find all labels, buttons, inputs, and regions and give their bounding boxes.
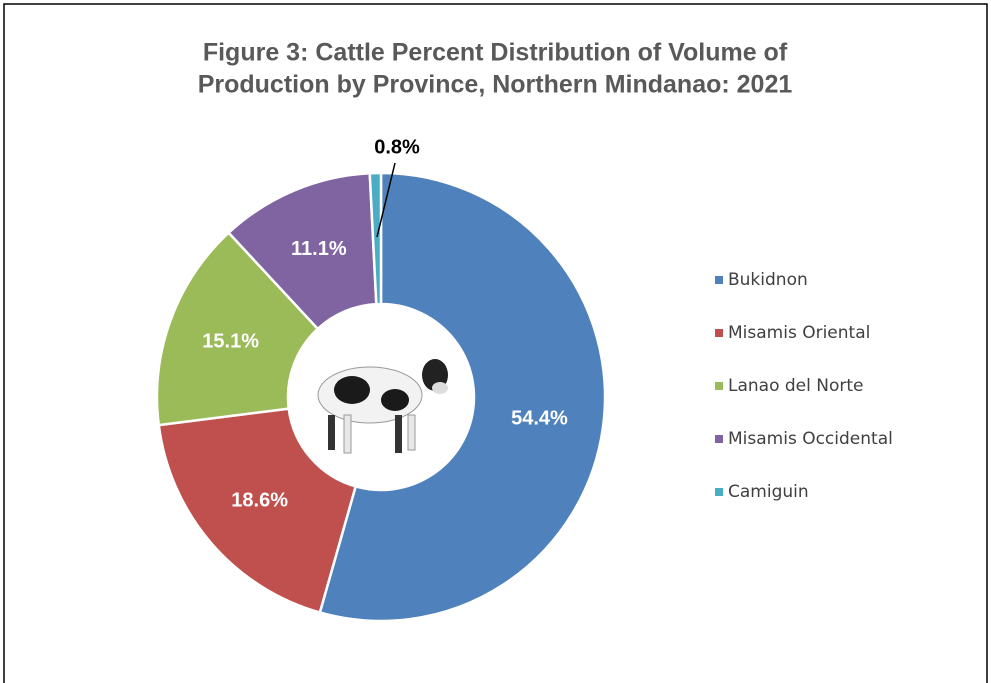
leader-line: [376, 162, 396, 238]
chart-title: Production by Province, Northern Mindana…: [198, 71, 793, 99]
legend-swatch: [715, 276, 723, 284]
value-label: 54.4%: [511, 407, 568, 429]
cow-picture: [317, 359, 448, 454]
legend-swatch: [715, 488, 723, 496]
donut-slice: [318, 171, 607, 623]
legend-label: Misamis Oriental: [728, 323, 870, 343]
donut-slice: [368, 171, 383, 306]
value-label: 11.1%: [291, 238, 347, 260]
donut-slice: [157, 407, 358, 615]
value-label: 15.1%: [202, 331, 259, 353]
legend-label: Bukidnon: [728, 270, 808, 290]
legend-swatch: [715, 382, 723, 390]
value-label: 0.8%: [374, 136, 420, 158]
legend-swatch: [715, 329, 723, 337]
donut-slice: [155, 230, 320, 427]
legend-label: Misamis Occidental: [728, 429, 893, 449]
value-label: 18.6%: [231, 490, 288, 512]
legend-swatch: [715, 435, 723, 443]
legend-label: Camiguin: [728, 482, 809, 502]
chart-title: Figure 3: Cattle Percent Distribution of…: [203, 39, 788, 67]
legend-label: Lanao del Norte: [728, 376, 864, 396]
